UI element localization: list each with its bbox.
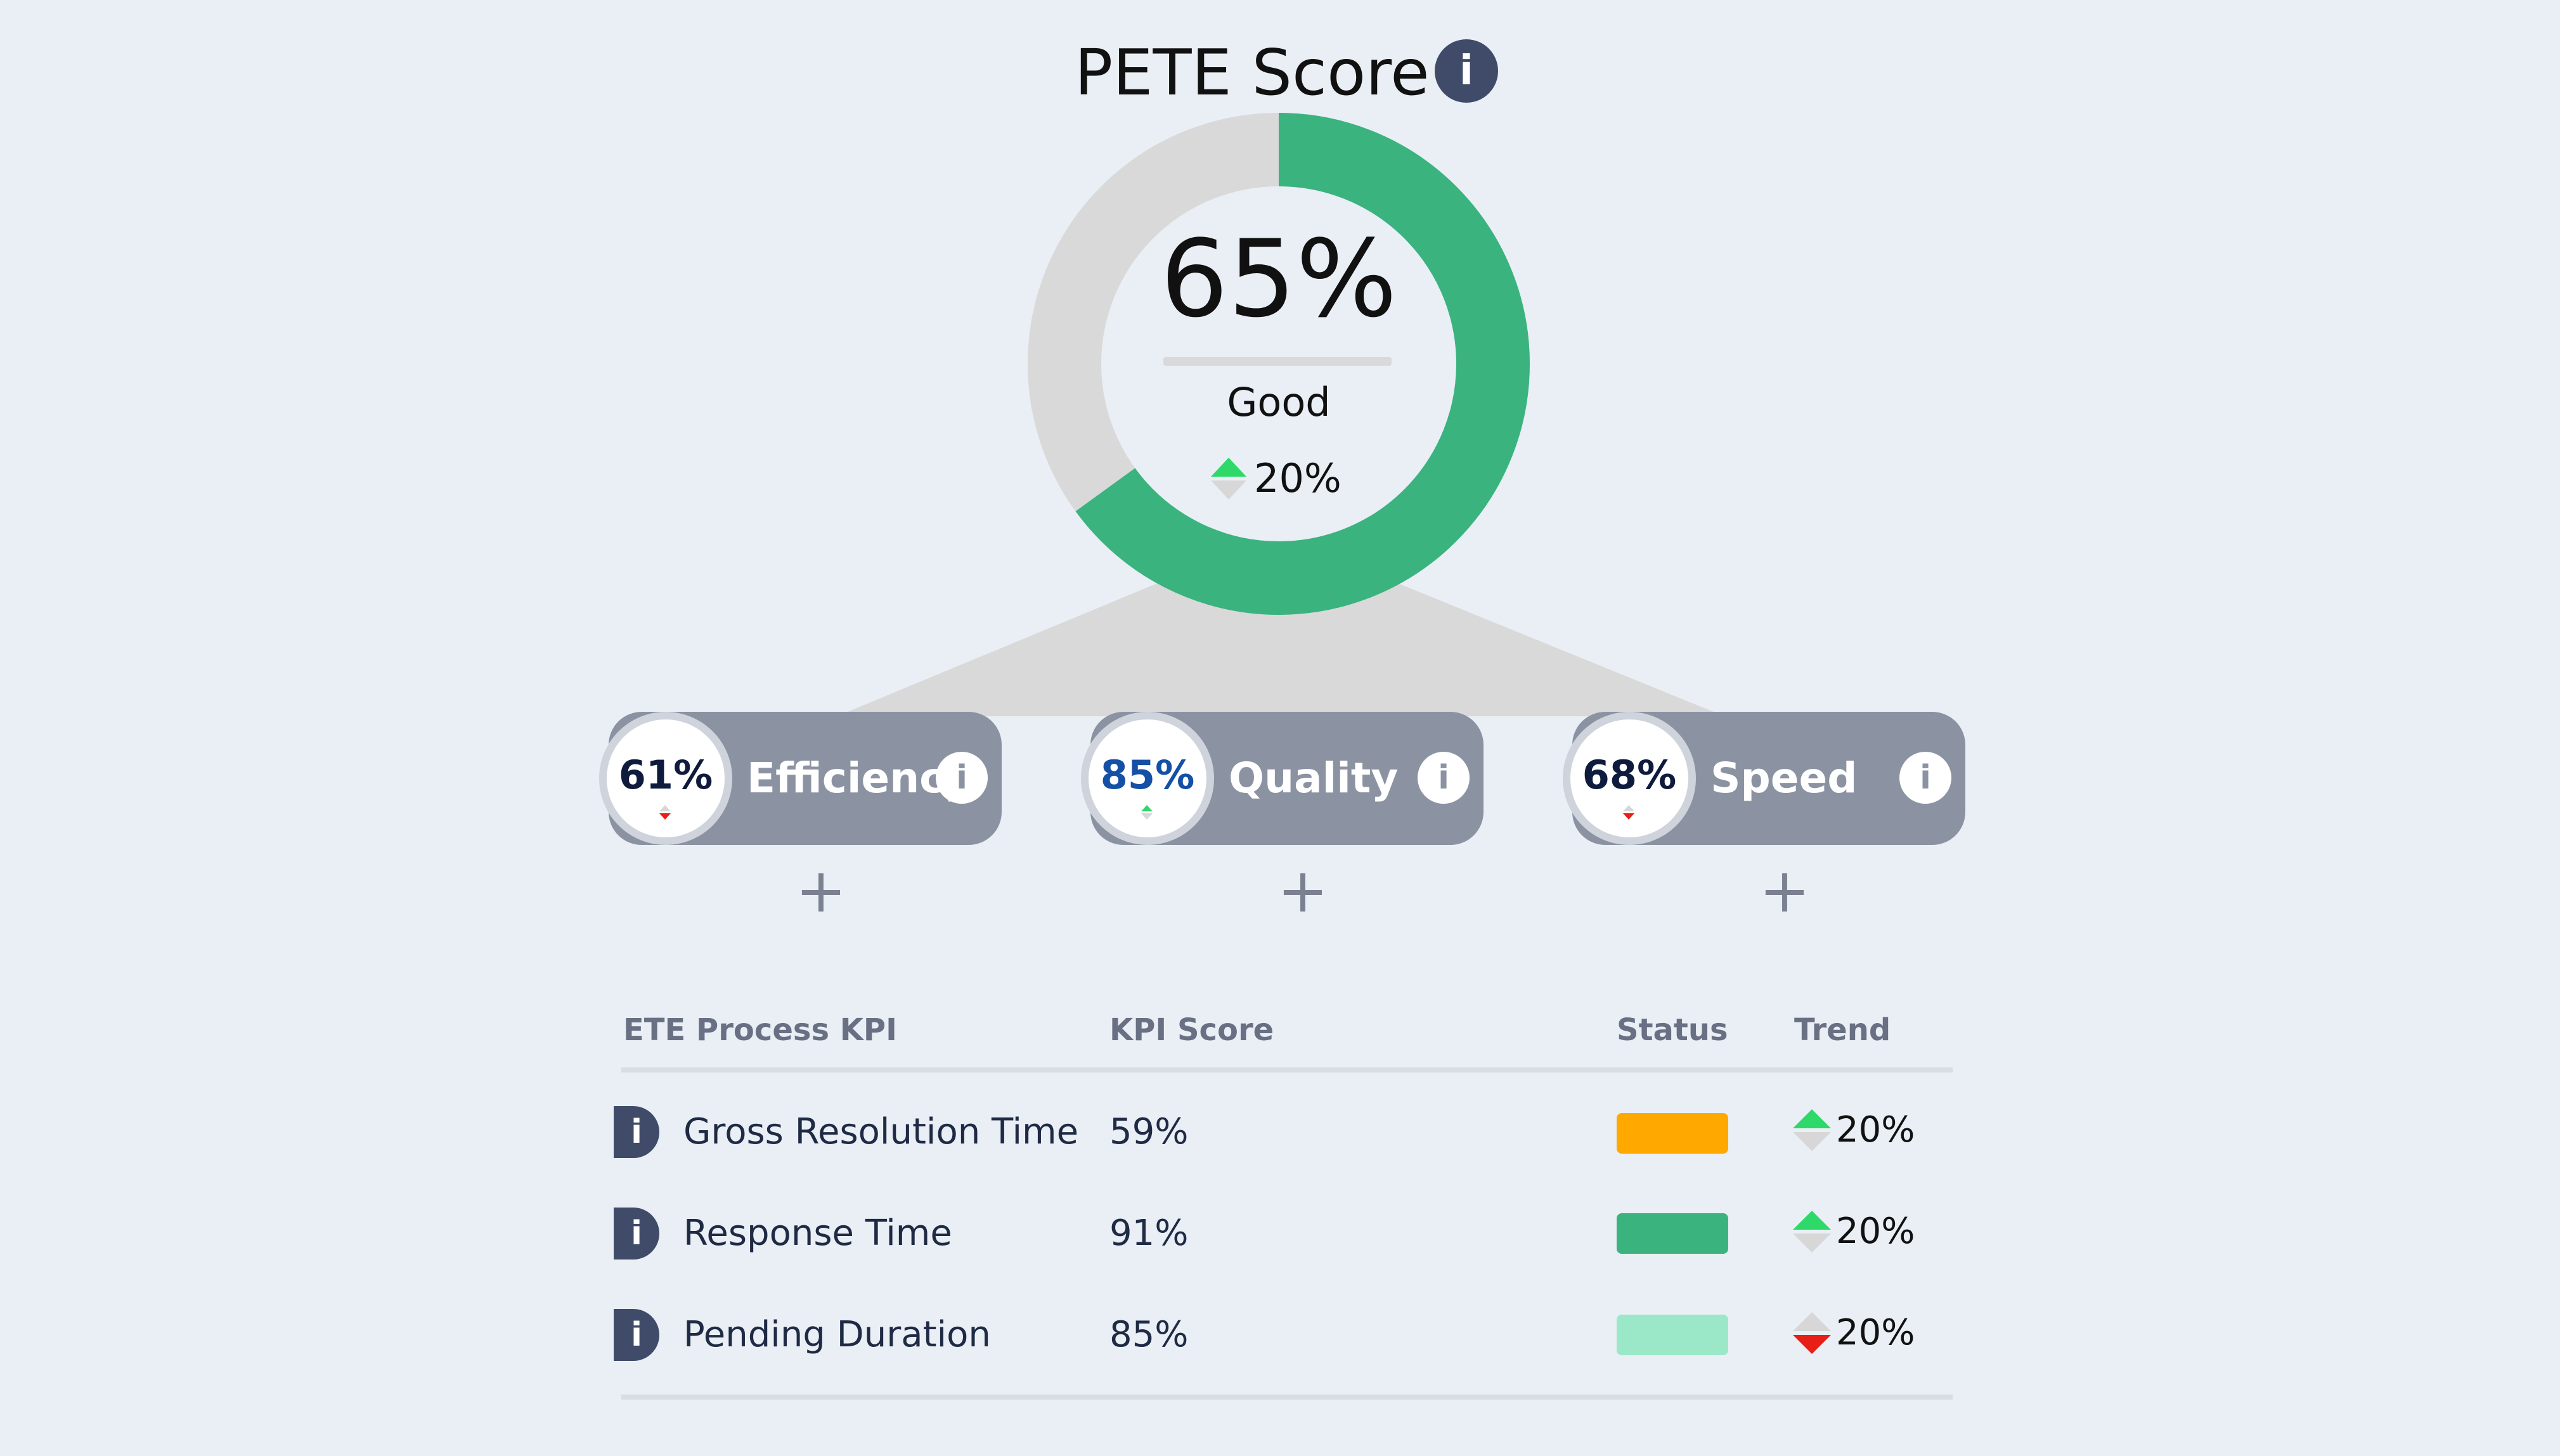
- speed-info-icon[interactable]: i: [1899, 752, 1951, 804]
- column-header-kpi: ETE Process KPI: [623, 1012, 897, 1048]
- arrow-up-icon: [1793, 1109, 1831, 1128]
- arrow-up-icon: [1211, 458, 1246, 477]
- trend-value: 20%: [1836, 1109, 1915, 1150]
- page-title: PETE Score: [1075, 35, 1430, 110]
- trend-arrows-icon: [1793, 1109, 1831, 1151]
- arrow-down-icon: [1793, 1132, 1831, 1151]
- category-pct: 85%: [1100, 752, 1195, 798]
- row-info-icon[interactable]: i: [614, 1208, 659, 1260]
- arrow-up-icon: [1793, 1211, 1831, 1230]
- trend-value: 20%: [1836, 1211, 1915, 1252]
- trend-arrows-icon: [1793, 1211, 1831, 1253]
- kpi-score: 59%: [1109, 1111, 1189, 1152]
- kpi-name: Response Time: [683, 1213, 952, 1254]
- score-trend-value: 20%: [1254, 455, 1341, 501]
- score-divider: [1163, 357, 1392, 366]
- efficiency-expand-plus-icon[interactable]: +: [795, 855, 847, 926]
- table-header-divider: [621, 1067, 1953, 1073]
- category-score-speed: 68%: [1563, 712, 1696, 845]
- category-score-efficiency: 61%: [599, 712, 732, 845]
- row-trend: 20%: [1793, 1102, 1915, 1159]
- donut-connector: [837, 577, 1724, 716]
- speed-expand-plus-icon[interactable]: +: [1759, 855, 1811, 926]
- status-indicator: [1617, 1315, 1728, 1355]
- table-footer-divider: [621, 1395, 1953, 1400]
- status-indicator: [1617, 1113, 1728, 1154]
- arrow-up-icon: [1141, 805, 1153, 811]
- trend-value: 20%: [1836, 1312, 1915, 1353]
- category-label: Efficiency: [747, 754, 972, 802]
- efficiency-info-icon[interactable]: i: [936, 752, 988, 804]
- score-trend: 20%: [1211, 450, 1341, 507]
- status-indicator: [1617, 1213, 1728, 1254]
- category-label: Quality: [1229, 754, 1399, 802]
- category-score-quality: 85%: [1081, 712, 1214, 845]
- category-trend-arrows-icon: [659, 805, 671, 820]
- column-header-status: Status: [1617, 1012, 1728, 1048]
- arrow-down-icon: [1141, 813, 1153, 820]
- trend-arrows-icon: [1211, 458, 1246, 499]
- donut-value-arc: [1028, 113, 1530, 615]
- row-info-icon[interactable]: i: [614, 1309, 659, 1361]
- category-label: Speed: [1710, 754, 1858, 802]
- row-info-icon[interactable]: i: [614, 1106, 659, 1158]
- arrow-down-icon: [1793, 1335, 1831, 1354]
- arrow-down-icon: [1623, 813, 1634, 820]
- kpi-score: 85%: [1109, 1314, 1189, 1355]
- trend-arrows-icon: [1793, 1312, 1831, 1354]
- score-rating: Good: [1227, 379, 1331, 425]
- score-value: 65%: [1160, 217, 1397, 341]
- column-header-score: KPI Score: [1109, 1012, 1274, 1048]
- column-header-trend: Trend: [1794, 1012, 1891, 1048]
- kpi-name: Gross Resolution Time: [683, 1111, 1079, 1152]
- arrow-up-icon: [659, 805, 671, 811]
- category-trend-arrows-icon: [1623, 805, 1634, 820]
- quality-expand-plus-icon[interactable]: +: [1277, 855, 1329, 926]
- category-pct: 61%: [618, 752, 713, 798]
- row-trend: 20%: [1793, 1203, 1915, 1260]
- arrow-down-icon: [1211, 480, 1246, 499]
- arrow-down-icon: [659, 813, 671, 820]
- arrow-up-icon: [1623, 805, 1634, 811]
- category-pct: 68%: [1582, 752, 1677, 798]
- row-trend: 20%: [1793, 1305, 1915, 1362]
- arrow-up-icon: [1793, 1312, 1831, 1331]
- quality-info-icon[interactable]: i: [1418, 752, 1470, 804]
- kpi-name: Pending Duration: [683, 1314, 991, 1355]
- category-trend-arrows-icon: [1141, 805, 1153, 820]
- kpi-score: 91%: [1109, 1213, 1189, 1254]
- title-info-icon[interactable]: i: [1435, 39, 1498, 103]
- arrow-down-icon: [1793, 1234, 1831, 1253]
